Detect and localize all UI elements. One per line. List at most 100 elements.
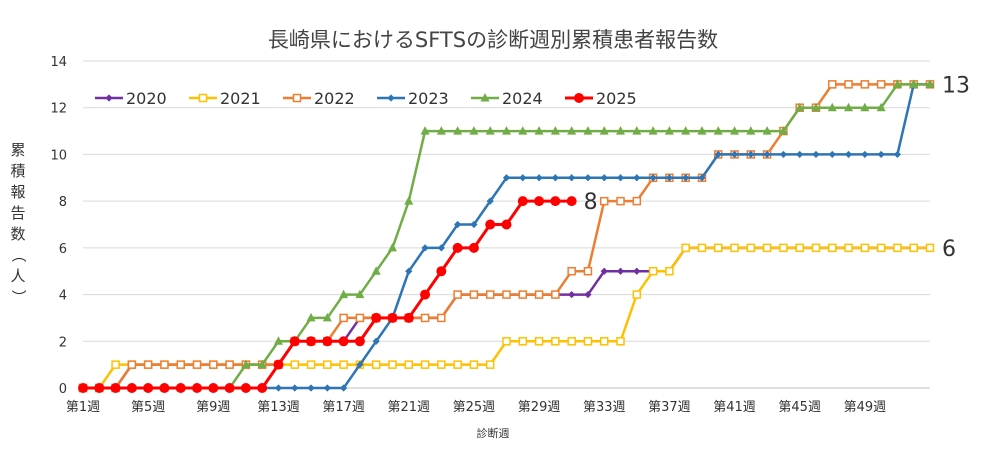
data-point [796,150,804,159]
data-point [485,360,495,369]
gridlines [83,60,930,342]
data-point [420,360,430,369]
data-point [290,360,299,369]
data-point [583,266,593,276]
series-2025 [78,196,577,393]
legend-item: 2025 [565,89,637,108]
data-point [453,290,462,299]
data-point [567,266,576,276]
y-tick-label: 6 [59,242,67,257]
data-point [322,336,333,347]
data-point [877,150,885,159]
data-point [909,243,918,253]
y-axis-title-char: 累 [10,141,25,159]
data-point [421,244,429,252]
data-point [518,126,528,135]
data-point [828,80,837,89]
data-point [371,266,381,275]
x-tick-label: 第21週 [387,400,430,415]
data-point [420,313,430,323]
data-point [633,267,641,275]
data-point [551,290,560,299]
data-point [550,196,561,207]
legend-item: 2022 [283,89,355,108]
x-tick-label: 第13週 [257,400,300,415]
data-point [567,126,577,135]
x-tick-label: 第45週 [778,400,821,415]
data-point [306,336,317,347]
data-point [436,126,446,135]
annotation-label: 13 [942,73,970,98]
data-point [176,360,185,369]
data-point [779,243,788,253]
legend-marker [292,93,302,103]
y-axis-title-char: 告 [10,204,25,222]
data-point [453,360,462,369]
data-point [632,290,642,299]
y-axis-title-char: ） [10,289,28,304]
legend-marker [105,94,113,102]
data-point [632,196,642,206]
data-point [323,384,331,392]
data-point [616,174,625,182]
data-point [828,150,836,159]
x-tick-label: 第9週 [196,400,230,415]
annotation-label: 8 [584,190,598,215]
x-tick-labels: 第1週 第5週 第9週 第13週 第17週 第21週 第25週 第29週 第33週 第37週 第41… [66,400,886,415]
series-group [78,79,935,393]
x-tick-label: 第5週 [131,400,165,415]
data-point [192,383,203,393]
x-tick-label: 第29週 [518,400,561,415]
x-axis-title: 診断週 [477,426,510,440]
data-point [648,266,658,276]
data-point [551,174,559,182]
data-point [616,196,625,206]
y-tick-label: 4 [59,289,67,304]
data-point [632,126,642,135]
legend: 2020 2021 2022 2023 2024 2025 [95,89,637,108]
data-point [469,126,479,135]
data-point [550,126,560,135]
data-point [600,267,608,275]
data-point [354,336,365,347]
data-point [568,290,576,299]
data-point [403,312,414,323]
legend-item: 2021 [189,89,261,108]
data-point [681,126,691,135]
data-point [876,102,886,112]
data-point [534,126,544,135]
data-point [795,102,805,112]
data-point [485,219,496,230]
data-point [340,384,348,392]
data-point [469,360,479,369]
data-point [811,243,821,253]
y-tick-label: 0 [59,382,67,397]
data-point [372,337,380,345]
data-point [599,196,609,206]
data-point [356,361,364,369]
data-point [697,126,707,135]
data-point [730,243,739,253]
data-point [307,384,315,392]
data-point [713,126,723,135]
data-point [502,174,511,182]
data-point [681,243,690,253]
data-point [420,289,431,300]
data-point [600,174,608,182]
data-point [339,360,348,369]
data-point [517,196,528,207]
data-point [437,360,446,369]
data-point [534,196,545,207]
chart-title: 長崎県におけるSFTSの診断週別累積患者報告数 [268,28,718,52]
data-point [534,337,544,346]
data-point [323,360,332,369]
data-point [387,242,397,252]
data-point [730,126,740,135]
data-point [566,196,577,207]
data-point [502,337,511,346]
legend-label: 2023 [408,89,449,108]
data-point [844,102,854,112]
data-point [551,337,560,346]
y-tick-label: 10 [50,148,67,163]
data-point [535,174,543,182]
